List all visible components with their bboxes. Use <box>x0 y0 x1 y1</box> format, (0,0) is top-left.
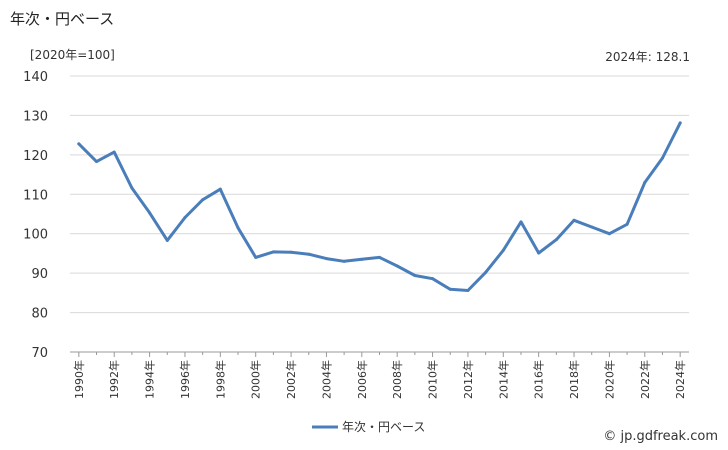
x-tick-label: 2008年 <box>390 360 404 399</box>
data-point <box>236 226 240 230</box>
x-tick-label: 1998年 <box>213 360 227 399</box>
data-point <box>643 180 647 184</box>
data-point <box>307 252 311 256</box>
x-tick-label: 1994年 <box>143 360 157 399</box>
data-point <box>77 142 81 146</box>
chart-title: 年次・円ベース <box>10 10 115 28</box>
data-point <box>466 288 470 292</box>
data-point <box>360 257 364 261</box>
y-tick-label: 90 <box>31 267 48 282</box>
data-point <box>324 257 328 261</box>
data-point <box>554 238 558 242</box>
data-point <box>484 270 488 274</box>
y-tick-label: 80 <box>31 307 48 322</box>
x-tick-label: 2010年 <box>426 360 440 399</box>
data-point <box>342 259 346 263</box>
data-point <box>448 287 452 291</box>
x-tick-label: 2022年 <box>638 360 652 399</box>
data-point <box>431 277 435 281</box>
data-point <box>148 211 152 215</box>
data-point <box>625 222 629 226</box>
x-axis: 1990年 1992年 1994年 1996年 1998年 2000年 2002年 2004年… <box>70 351 689 399</box>
y-tick-label: 130 <box>23 109 48 124</box>
y-tick-label: 70 <box>31 346 48 361</box>
data-point <box>183 216 187 220</box>
data-point <box>678 121 682 125</box>
x-tick-label: 2024年 <box>673 360 687 399</box>
x-tick-label: 1992年 <box>107 360 121 399</box>
x-tick-label: 2000年 <box>249 360 263 399</box>
latest-value-label: 2024年: 128.1 <box>605 50 690 64</box>
data-point <box>271 250 275 254</box>
x-tick-label: 2016年 <box>532 360 546 399</box>
data-point <box>519 220 523 224</box>
data-point <box>537 251 541 255</box>
x-tick-label: 2020年 <box>602 360 616 399</box>
data-point <box>130 186 134 190</box>
data-point <box>95 160 99 164</box>
data-point <box>660 156 664 160</box>
series-line <box>77 121 682 292</box>
data-point <box>607 232 611 236</box>
x-tick-label: 2006年 <box>355 360 369 399</box>
source-credit: © jp.gdfreak.com <box>603 429 718 444</box>
x-tick-label: 2002年 <box>284 360 298 399</box>
x-tick-label: 2014年 <box>496 360 510 399</box>
y-tick-label: 120 <box>23 149 48 164</box>
series-layer <box>77 121 682 292</box>
x-tick-label: 1996年 <box>178 360 192 399</box>
data-point <box>378 255 381 259</box>
data-point <box>165 238 169 242</box>
data-point <box>572 218 576 222</box>
y-tick-label: 140 <box>23 70 48 85</box>
y-tick-label: 100 <box>23 228 48 243</box>
y-tick-label: 110 <box>23 188 48 203</box>
data-point <box>413 274 417 278</box>
data-point <box>501 248 505 252</box>
data-point <box>218 187 222 191</box>
data-point <box>289 250 293 254</box>
x-tick-label: 1990年 <box>72 360 86 399</box>
x-tick-label: 2004年 <box>319 360 333 399</box>
data-point <box>254 255 258 259</box>
x-tick-label: 2012年 <box>461 360 475 399</box>
legend-label: 年次・円ベース <box>342 420 425 434</box>
data-point <box>112 150 116 154</box>
x-tick-label: 2018年 <box>567 360 581 399</box>
grid-lines <box>70 75 689 314</box>
data-point <box>201 198 205 202</box>
y-axis-ticks: 70 80 90 100 110 120 130 140 <box>23 70 48 361</box>
y-axis-unit-label: [2020年=100] <box>30 48 115 62</box>
legend: 年次・円ベース <box>312 420 425 434</box>
data-point <box>590 225 594 229</box>
data-point <box>395 264 399 268</box>
